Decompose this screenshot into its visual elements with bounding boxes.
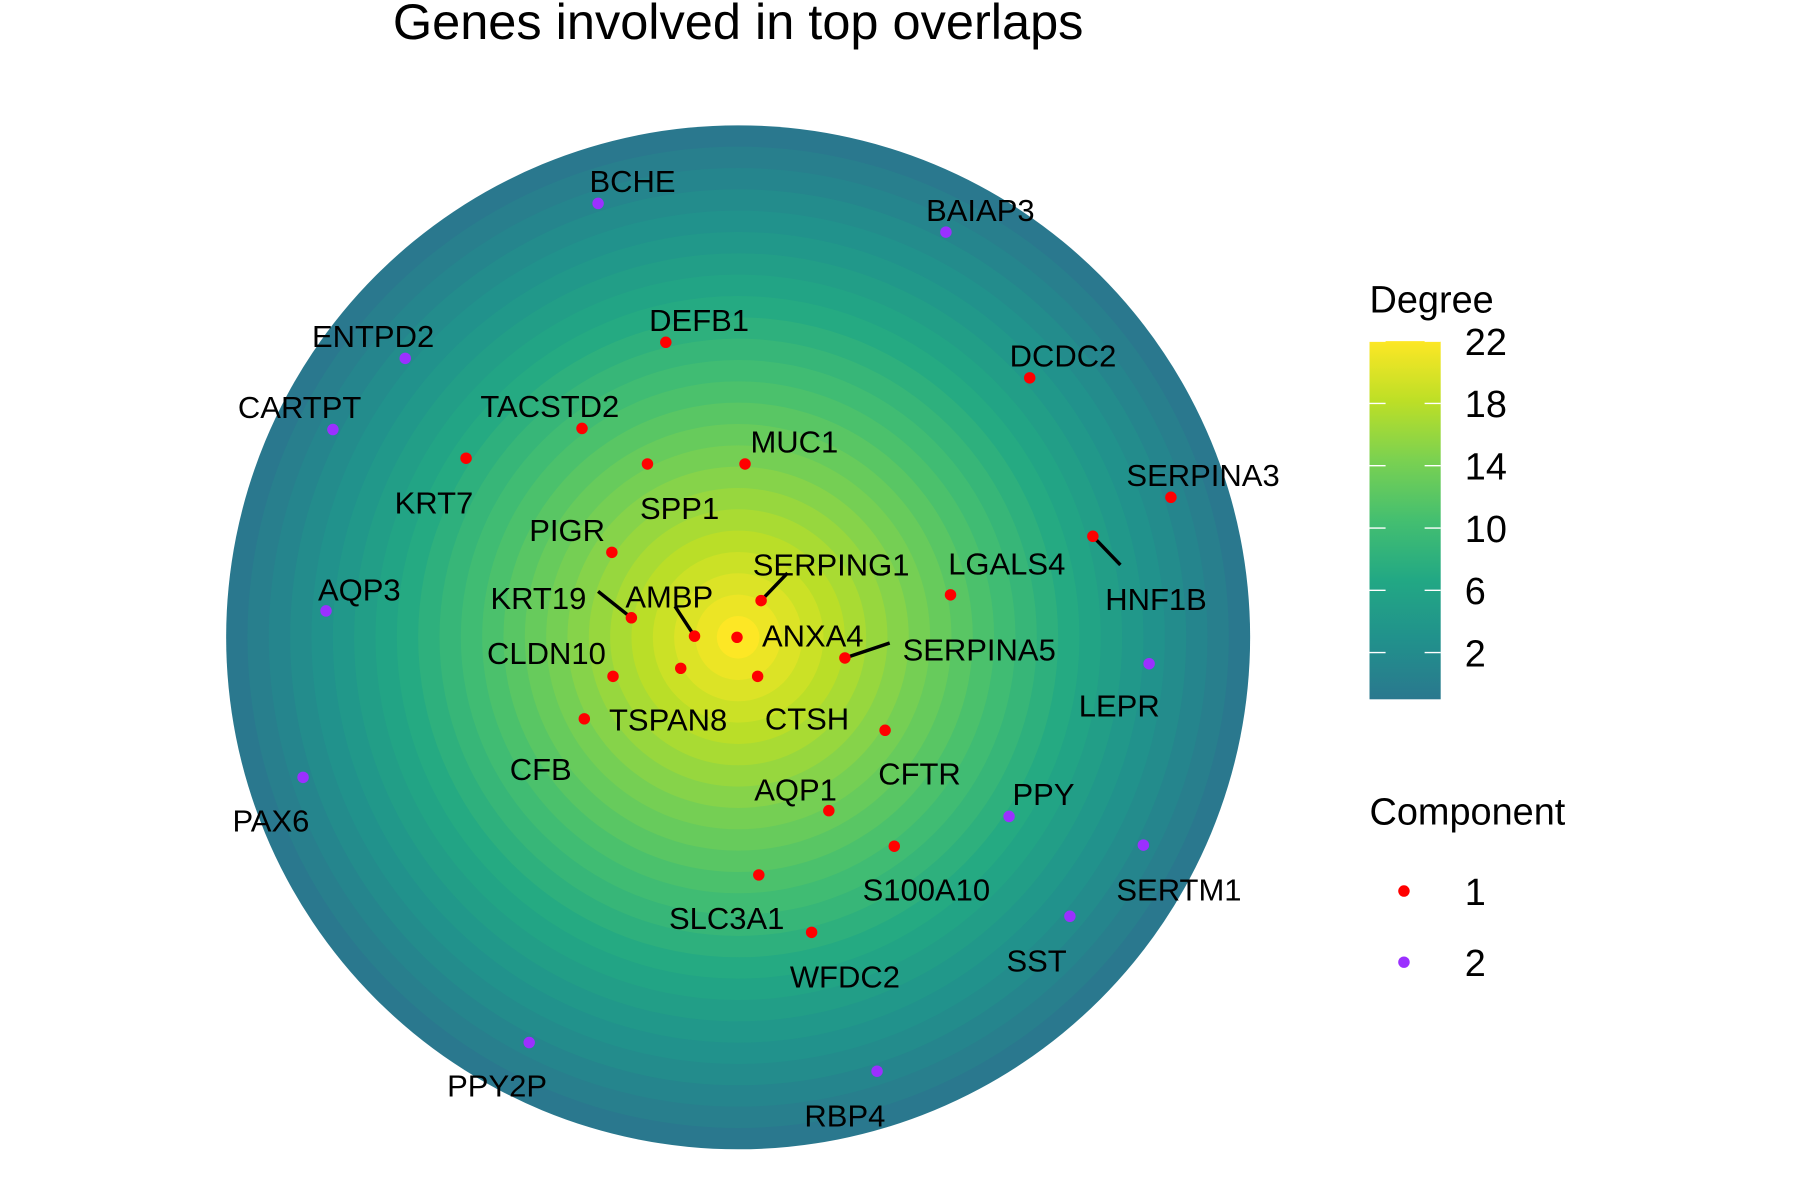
node-label-lepr: LEPR [1079,689,1160,724]
leader-hnf1b [1091,535,1122,567]
node-point-defb1 [660,336,672,349]
node-point-ambp [688,630,701,642]
node-point-hnf1b [1087,530,1099,543]
node-point-ctsh [751,670,764,683]
node-point-krt7 [460,452,472,464]
node-label-rbp4: RBP4 [804,1099,885,1134]
node-label-aqp3: AQP3 [318,573,401,608]
node-label-s100a10: S100A10 [863,872,991,907]
node-label-serping1: SERPING1 [753,547,910,582]
node-point-lgals4 [944,589,957,601]
node-label-tacstd2: TACSTD2 [480,389,619,424]
colorbar-tick-label: 14 [1465,446,1507,488]
node-point-krt19 [625,612,638,624]
node-label-cartpt: CARTPT [238,390,361,425]
node-label-pigr: PIGR [529,513,605,548]
node-point-dcdc2 [1023,372,1036,384]
node-label-cfb: CFB [510,752,572,787]
degree-legend: Degree 2 6 10 14 18 22 [1369,279,1507,700]
node-point-sertm1 [1137,839,1150,851]
node-point-tspan8 [675,662,687,675]
node-point-serping1 [755,594,767,607]
colorbar-tick-label: 6 [1465,571,1486,613]
component-legend-title: Component [1370,791,1566,833]
node-points [297,197,1177,1077]
node-label-defb1: DEFB1 [649,303,749,338]
degree-colorbar [1369,341,1441,700]
degree-legend-title: Degree [1370,279,1494,321]
node-label-aqp1: AQP1 [754,772,837,807]
leader-krt19 [597,590,633,620]
node-point-ppy2p [523,1036,535,1049]
node-point-muc1 [739,458,751,470]
node-label-slc3a1: SLC3A1 [669,901,784,936]
node-point-aqp3 [320,605,332,617]
colorbar-tick-label: 18 [1465,384,1507,426]
label-leaders [597,535,1122,660]
chart-title: Genes involved in top overlaps [393,0,1084,50]
node-point-aqp1 [823,804,835,817]
node-label-ambp: AMBP [625,580,713,615]
node-label-serpina5: SERPINA5 [903,632,1056,667]
node-label-serpina3: SERPINA3 [1126,458,1279,493]
node-point-s100a10 [888,840,900,852]
node-labels: BCHE BAIAP3 DEFB1 ENTPD2 DCDC2 CARTPT TACSTD2 K… [232,164,1279,1133]
node-point-wfdc2 [805,926,818,939]
node-label-anxa4: ANXA4 [762,619,864,654]
node-label-tspan8: TSPAN8 [609,702,727,737]
node-point-serpina5 [839,652,851,664]
node-point-anxa4 [731,631,743,644]
node-label-entpd2: ENTPD2 [312,319,434,354]
node-label-hnf1b: HNF1B [1105,582,1207,617]
node-point-spp1 [641,458,654,470]
legend-key-component-2 [1398,956,1410,968]
node-point-sst [1064,910,1076,923]
legend-label-component-2: 2 [1465,943,1486,985]
node-point-entpd2 [399,352,411,365]
node-label-pax6: PAX6 [232,803,309,838]
node-point-ppy [1003,810,1015,823]
node-point-rbp4 [871,1065,883,1077]
node-label-ctsh: CTSH [765,701,849,736]
node-label-lgals4: LGALS4 [948,546,1065,581]
node-point-cftr [879,724,891,737]
leader-serpina5 [844,641,891,660]
node-point-lepr [1143,657,1155,670]
colorbar-tick-label: 10 [1465,509,1507,551]
node-label-ppy: PPY [1012,777,1074,812]
node-label-krt19: KRT19 [490,581,586,616]
node-label-cldn10: CLDN10 [487,636,606,671]
component-legend: Component 1 2 [1370,791,1566,985]
node-point-slc3a1 [753,869,765,881]
node-point-tacstd2 [576,422,588,435]
legend-label-component-1: 1 [1465,872,1486,914]
node-label-sertm1: SERTM1 [1116,872,1241,907]
node-point-baiap3 [940,226,952,238]
node-point-cldn10 [607,670,619,683]
node-label-wfdc2: WFDC2 [790,960,900,995]
node-label-krt7: KRT7 [395,485,474,520]
node-label-sst: SST [1006,944,1066,979]
node-label-bche: BCHE [589,164,675,199]
node-point-cfb [578,713,591,725]
colorbar-tick-label: 2 [1465,633,1486,675]
node-label-dcdc2: DCDC2 [1010,339,1117,374]
node-label-muc1: MUC1 [750,425,838,460]
node-point-pax6 [297,771,309,784]
legend-key-component-1 [1398,885,1410,897]
node-point-bche [592,197,604,210]
leader-ambp [673,605,696,638]
node-label-cftr: CFTR [878,756,961,791]
node-point-pigr [606,546,618,559]
node-label-ppy2p: PPY2P [447,1069,547,1104]
node-point-cartpt [327,423,339,436]
node-label-spp1: SPP1 [640,491,719,526]
node-label-baiap3: BAIAP3 [926,193,1035,228]
colorbar-tick-label: 22 [1465,322,1507,364]
node-point-serpina3 [1165,491,1177,503]
leader-serping1 [759,571,789,602]
